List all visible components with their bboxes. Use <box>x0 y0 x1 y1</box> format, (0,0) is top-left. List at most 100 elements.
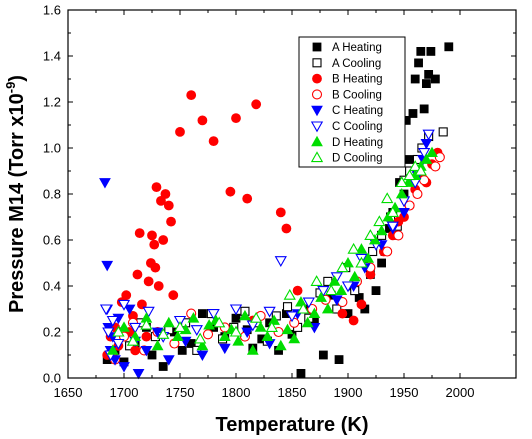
data-point <box>419 104 429 114</box>
legend-symbol <box>312 73 322 84</box>
data-point <box>132 269 143 280</box>
data-point <box>254 321 267 332</box>
legend-label: D Cooling <box>332 153 383 165</box>
data-point <box>296 368 306 378</box>
data-point <box>232 335 245 346</box>
x-tick-label: 2000 <box>446 385 475 400</box>
data-point <box>321 302 334 314</box>
data-point <box>225 186 236 197</box>
data-point <box>241 327 254 339</box>
data-point <box>242 193 253 204</box>
data-point <box>430 161 441 172</box>
x-tick-label: 1750 <box>166 385 195 400</box>
legend-symbol <box>311 89 323 100</box>
data-point <box>373 215 386 227</box>
data-point <box>141 331 152 342</box>
legend-symbol <box>311 105 323 117</box>
legend-label: D Heating <box>332 137 383 149</box>
data-point <box>229 325 243 337</box>
data-point <box>261 330 274 342</box>
x-tick-label: 1900 <box>334 385 363 400</box>
data-point <box>292 285 303 296</box>
data-point <box>101 260 114 272</box>
data-point <box>250 311 263 323</box>
data-point <box>412 188 423 200</box>
data-point <box>218 343 231 355</box>
data-point <box>274 339 287 351</box>
data-point <box>282 302 293 312</box>
data-point <box>140 318 153 330</box>
axis-ticks: 1650 1700 1750 1800 1850 1900 1950 2000 0.0 0.2 0.… <box>43 3 516 400</box>
data-point <box>335 284 348 296</box>
data-point <box>171 330 184 342</box>
data-point <box>386 221 399 233</box>
data-point <box>194 332 207 344</box>
data-point <box>414 58 423 68</box>
data-point <box>310 275 323 286</box>
data-point <box>153 281 164 291</box>
data-point <box>251 99 262 110</box>
data-point <box>364 229 377 240</box>
data-point <box>297 302 310 314</box>
data-point <box>356 299 367 310</box>
data-point <box>337 308 348 319</box>
data-point <box>231 313 241 323</box>
data-point <box>421 79 431 88</box>
data-point <box>398 207 410 219</box>
data-point <box>263 306 276 318</box>
data-point <box>151 339 164 351</box>
data-point <box>409 160 422 171</box>
data-point <box>179 336 192 348</box>
data-point <box>285 311 299 323</box>
data-point <box>386 206 399 217</box>
data-point <box>288 332 301 344</box>
data-point <box>395 187 408 199</box>
data-point <box>187 312 200 323</box>
data-point <box>134 228 145 239</box>
data-point <box>239 309 251 321</box>
data-point <box>328 275 341 286</box>
y-axis-title: Pressure M14 (Torr x10-9) <box>3 75 28 313</box>
data-point <box>404 200 415 211</box>
data-point <box>123 304 136 316</box>
data-point <box>355 243 368 254</box>
data-point <box>408 109 418 118</box>
data-point <box>368 246 378 257</box>
data-point <box>426 146 438 158</box>
data-point <box>112 325 125 337</box>
data-point <box>315 291 328 302</box>
data-point <box>106 344 119 355</box>
y-tick-label: 0.0 <box>43 371 61 386</box>
data-point <box>213 316 226 328</box>
data-point <box>395 176 408 188</box>
data-point <box>302 297 315 309</box>
data-point <box>422 129 435 141</box>
legend-symbol <box>310 121 324 133</box>
data-point <box>281 323 294 335</box>
data-point <box>118 362 130 373</box>
data-point <box>281 223 292 234</box>
y-tick-label: 0.6 <box>43 233 61 248</box>
data-point <box>173 321 187 332</box>
data-point <box>99 178 111 189</box>
data-point <box>137 299 147 310</box>
data-point <box>190 325 203 337</box>
data-point <box>147 350 157 360</box>
y-tick-label: 1.2 <box>43 95 61 110</box>
x-tick-label: 1950 <box>390 385 419 400</box>
legend-label: B Heating <box>332 74 383 86</box>
data-point <box>438 127 448 137</box>
data-point <box>117 299 131 311</box>
data-point <box>342 256 354 268</box>
data-point <box>129 322 142 334</box>
data-marks <box>99 42 454 380</box>
data-point <box>142 306 155 318</box>
data-point <box>301 316 314 328</box>
data-point <box>229 304 243 316</box>
data-point <box>434 152 445 163</box>
data-point <box>424 70 434 79</box>
y-axis-title-main: Pressure M14 (Torr x10 <box>6 93 28 313</box>
legend-symbol <box>312 42 322 52</box>
data-point <box>151 182 162 193</box>
